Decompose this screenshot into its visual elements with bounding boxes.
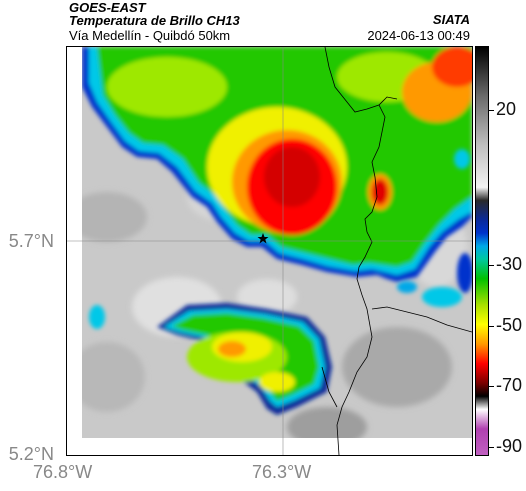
colorbar-tick: [488, 326, 494, 327]
datetime-label: 2024-06-13 00:49: [367, 28, 470, 43]
graticule: [67, 47, 472, 455]
colorbar-label: -50: [496, 315, 523, 335]
colorbar-tick: [488, 386, 494, 387]
lat-label-5-7: 5.7°N: [8, 231, 54, 251]
region-subtitle: Vía Medellín - Quibdó 50km: [69, 28, 231, 43]
lon-label-76-3: 76.3°W: [252, 462, 312, 482]
colorbar-label: -70: [496, 375, 523, 395]
scattered-cells: [89, 149, 470, 329]
colorbar-tick: [488, 265, 494, 266]
lat-label-5-2: 5.2°N: [8, 444, 54, 464]
brightness-temperature-map[interactable]: [66, 46, 473, 456]
lon-label-76-8: 76.8°W: [33, 462, 93, 482]
star-icon: [257, 233, 269, 244]
no-data-bottom: [67, 438, 472, 455]
colorbar-tick: [488, 447, 494, 448]
temperature-colorbar: [475, 46, 489, 456]
colorbar-tick: [488, 110, 494, 111]
south-cloud-system: [157, 303, 332, 415]
colorbar-label: -90: [496, 436, 523, 456]
colorbar-label: 20: [496, 99, 517, 119]
no-data-left: [67, 47, 82, 455]
product-title: Temperatura de Brillo CH13: [69, 13, 240, 28]
colorbar-label: -30: [496, 254, 523, 274]
admin-borders: [321, 47, 472, 455]
organization-label: SIATA: [432, 12, 470, 27]
north-cloud-system: [82, 47, 472, 293]
satellite-source: GOES-EAST: [69, 0, 146, 15]
map-canvas: [67, 47, 472, 455]
